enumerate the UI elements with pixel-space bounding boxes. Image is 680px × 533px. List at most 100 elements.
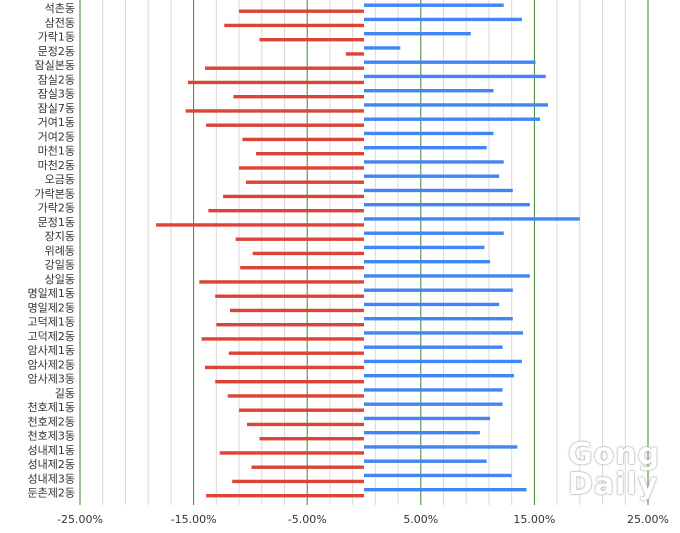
bar-negative <box>206 494 364 498</box>
bar-negative <box>232 479 364 484</box>
bar-negative <box>235 237 364 241</box>
category-label: 암사제2동 <box>28 358 75 371</box>
category-label: 위례동 <box>45 244 75 257</box>
bar-negative <box>215 380 364 384</box>
bar-negative <box>245 180 364 184</box>
category-label: 천호제3동 <box>28 429 75 443</box>
gongdaily-watermark: Gong Daily <box>568 440 678 500</box>
category-label: 삼전동 <box>45 16 75 29</box>
bar-positive <box>364 274 530 278</box>
bar-positive <box>364 103 549 107</box>
bar-positive <box>364 231 504 235</box>
x-tick-label: -15.00% <box>171 513 217 526</box>
x-tick-label: -25.00% <box>57 513 103 526</box>
category-label: 잠실3동 <box>38 88 75 101</box>
bar-positive <box>364 459 487 463</box>
bar-negative <box>199 280 364 284</box>
bar-negative <box>239 408 364 412</box>
category-label: 석촌동 <box>45 2 75 15</box>
bar-negative <box>239 166 364 170</box>
bar-positive <box>364 217 580 221</box>
category-label: 마천1동 <box>38 144 75 158</box>
category-label: 가락2동 <box>38 202 75 215</box>
bar-positive <box>364 374 514 378</box>
category-label: 천호제2동 <box>28 414 75 428</box>
bar-negative <box>187 80 364 85</box>
bar-positive <box>364 288 513 292</box>
category-label: 가락본동 <box>35 187 75 200</box>
bar-positive <box>364 473 512 478</box>
bar-negative <box>204 365 364 370</box>
bar-positive <box>364 345 503 349</box>
bar-positive <box>364 488 527 492</box>
category-label: 잠실2동 <box>38 73 75 86</box>
bar-negative <box>216 323 364 327</box>
bar-negative <box>204 66 364 70</box>
category-label: 고덕제2동 <box>28 330 75 343</box>
bar-positive <box>364 89 494 93</box>
bar-positive <box>364 117 541 121</box>
bar-negative <box>233 95 364 99</box>
category-label: 천호제1동 <box>28 400 75 414</box>
bar-positive <box>364 3 504 7</box>
x-tick-label: -5.00% <box>288 513 327 526</box>
category-label: 마천2동 <box>38 158 75 172</box>
category-label: 거여1동 <box>38 116 75 129</box>
bar-negative <box>156 223 364 227</box>
bar-negative <box>215 294 364 298</box>
category-label: 암사제1동 <box>28 344 75 357</box>
category-label: 강일동 <box>45 258 75 272</box>
bar-negative <box>251 465 364 469</box>
bar-positive <box>364 302 500 307</box>
watermark-line2: Daily <box>568 467 659 502</box>
bar-positive <box>364 60 536 64</box>
bar-positive <box>364 331 524 335</box>
bar-negative <box>223 194 364 199</box>
bar-negative <box>252 251 364 256</box>
category-label: 잠실7동 <box>38 102 75 115</box>
bar-negative <box>185 109 364 113</box>
category-label: 문정1동 <box>38 216 75 229</box>
category-label: 성내제2동 <box>28 458 75 471</box>
category-label: 가락1동 <box>38 31 75 44</box>
bar-negative <box>259 38 364 42</box>
category-labels: 석촌동삼전동가락1동문정2동잠실본동잠실2동잠실3동잠실7동거여1동거여2동마천… <box>28 2 75 500</box>
bar-negative <box>246 422 364 427</box>
bar-positive <box>364 416 491 421</box>
category-label: 암사제3동 <box>28 373 75 386</box>
category-label: 길동 <box>55 387 75 400</box>
x-tick-label: 25.00% <box>627 513 669 526</box>
bar-positive <box>364 431 480 435</box>
bar-positive <box>364 359 522 364</box>
bar-negative <box>227 394 364 398</box>
category-label: 명일제1동 <box>28 286 75 300</box>
bar-negative <box>201 337 364 341</box>
bar-positive <box>364 146 487 150</box>
bar-negative <box>259 437 364 441</box>
bar-positive <box>364 317 513 321</box>
bar-positive <box>364 245 485 250</box>
category-label: 명일제2동 <box>28 300 75 314</box>
x-tick-label: 5.00% <box>403 513 438 526</box>
category-label: 성내제3동 <box>28 472 75 485</box>
category-label: 고덕제1동 <box>28 316 75 329</box>
bar-positive <box>364 203 530 207</box>
bars <box>156 3 580 498</box>
bar-positive <box>364 260 491 264</box>
bar-negative <box>242 137 364 142</box>
bar-negative <box>206 123 364 127</box>
bar-positive <box>364 402 503 406</box>
category-label: 거여2동 <box>38 130 75 143</box>
x-tick-labels: -25.00% -15.00% -5.00% 5.00% 15.00% 25.00% <box>57 513 669 526</box>
bar-negative <box>208 209 364 213</box>
bar-negative <box>240 266 364 270</box>
bar-positive <box>364 46 401 50</box>
bar-negative <box>229 308 364 313</box>
bar-negative <box>345 52 364 56</box>
bar-negative <box>219 451 364 455</box>
category-label: 문정2동 <box>38 45 75 58</box>
bar-positive <box>364 188 513 193</box>
bar-positive <box>364 388 503 392</box>
bar-negative <box>224 23 364 28</box>
